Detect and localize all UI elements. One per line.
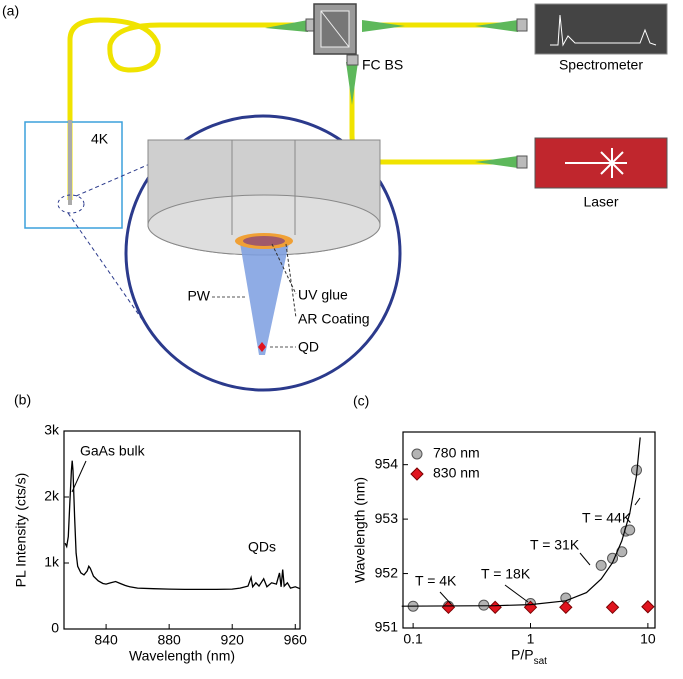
x-axis-label: Wavelength (nm) — [129, 648, 235, 664]
connector — [347, 55, 358, 65]
diamond-marker — [642, 601, 654, 613]
glue — [243, 236, 285, 246]
connector — [517, 156, 527, 168]
annotation: T = 31K — [530, 537, 580, 553]
label: QD — [298, 339, 319, 355]
annotation-arrow — [580, 553, 590, 565]
label: PW — [187, 288, 210, 304]
legend-label: 780 nm — [433, 445, 480, 461]
diamond-marker — [607, 601, 619, 613]
y-tick-label: 0 — [51, 620, 59, 636]
annotation: T = 18K — [481, 566, 531, 582]
label: Spectrometer — [559, 57, 643, 73]
diagram: (a) FC BS Spectrometer Laser 4K — [2, 3, 667, 390]
label: Laser — [583, 194, 618, 210]
x-tick-label: 840 — [94, 632, 118, 648]
y-tick-label: 952 — [375, 564, 399, 580]
annotation: T = 4K — [415, 573, 457, 589]
y-tick-label: 953 — [375, 510, 399, 526]
x-tick-label: 1 — [527, 631, 535, 647]
x-axis-label: P/Psat — [511, 647, 547, 667]
y-tick-label: 3k — [44, 422, 60, 438]
label: UV glue — [298, 287, 348, 303]
connector — [517, 19, 527, 31]
figure: (a) FC BS Spectrometer Laser 4K — [0, 0, 683, 679]
y-tick-label: 951 — [375, 619, 399, 635]
y-tick-label: 1k — [44, 554, 60, 570]
x-tick-label: 10 — [640, 631, 656, 647]
annotation: T = 44K — [582, 510, 632, 526]
legend-marker — [411, 468, 423, 480]
y-axis-label: PL Intensity (cts/s) — [13, 473, 29, 588]
y-tick-label: 2k — [44, 488, 60, 504]
annotation: GaAs bulk — [80, 443, 146, 459]
x-axis-label-sub: sat — [534, 656, 548, 667]
axes-frame — [64, 431, 300, 629]
legend-marker — [412, 449, 422, 459]
x-tick-label: 920 — [221, 632, 245, 648]
annotation-arrow — [72, 461, 86, 492]
label: 4K — [91, 131, 109, 147]
x-tick-label: 0.1 — [403, 631, 423, 647]
legend-label: 830 nm — [433, 465, 480, 481]
connector — [306, 19, 314, 31]
y-tick-label: 954 — [375, 455, 399, 471]
circle-marker — [596, 560, 606, 570]
diamond-marker — [560, 601, 572, 613]
charts: (b) 840 880 920 960 0 1k 2k 3k Wavelength (nm) PL … — [13, 392, 656, 667]
spectrometer — [535, 4, 667, 54]
label: FC BS — [362, 57, 403, 73]
panel-label: (b) — [14, 392, 31, 408]
panel-label: (a) — [2, 3, 19, 19]
label: AR Coating — [298, 311, 370, 327]
panel-label: (c) — [353, 393, 369, 409]
annotation-arrow — [635, 498, 640, 505]
x-tick-label: 880 — [157, 632, 181, 648]
diamond-marker — [489, 601, 501, 613]
y-axis-label: Wavelength (nm) — [352, 477, 368, 583]
x-tick-label: 960 — [284, 632, 308, 648]
annotation-arrow — [505, 585, 528, 602]
data-line — [65, 461, 300, 590]
annotation: QDs — [248, 539, 276, 555]
circle-marker — [479, 600, 489, 610]
